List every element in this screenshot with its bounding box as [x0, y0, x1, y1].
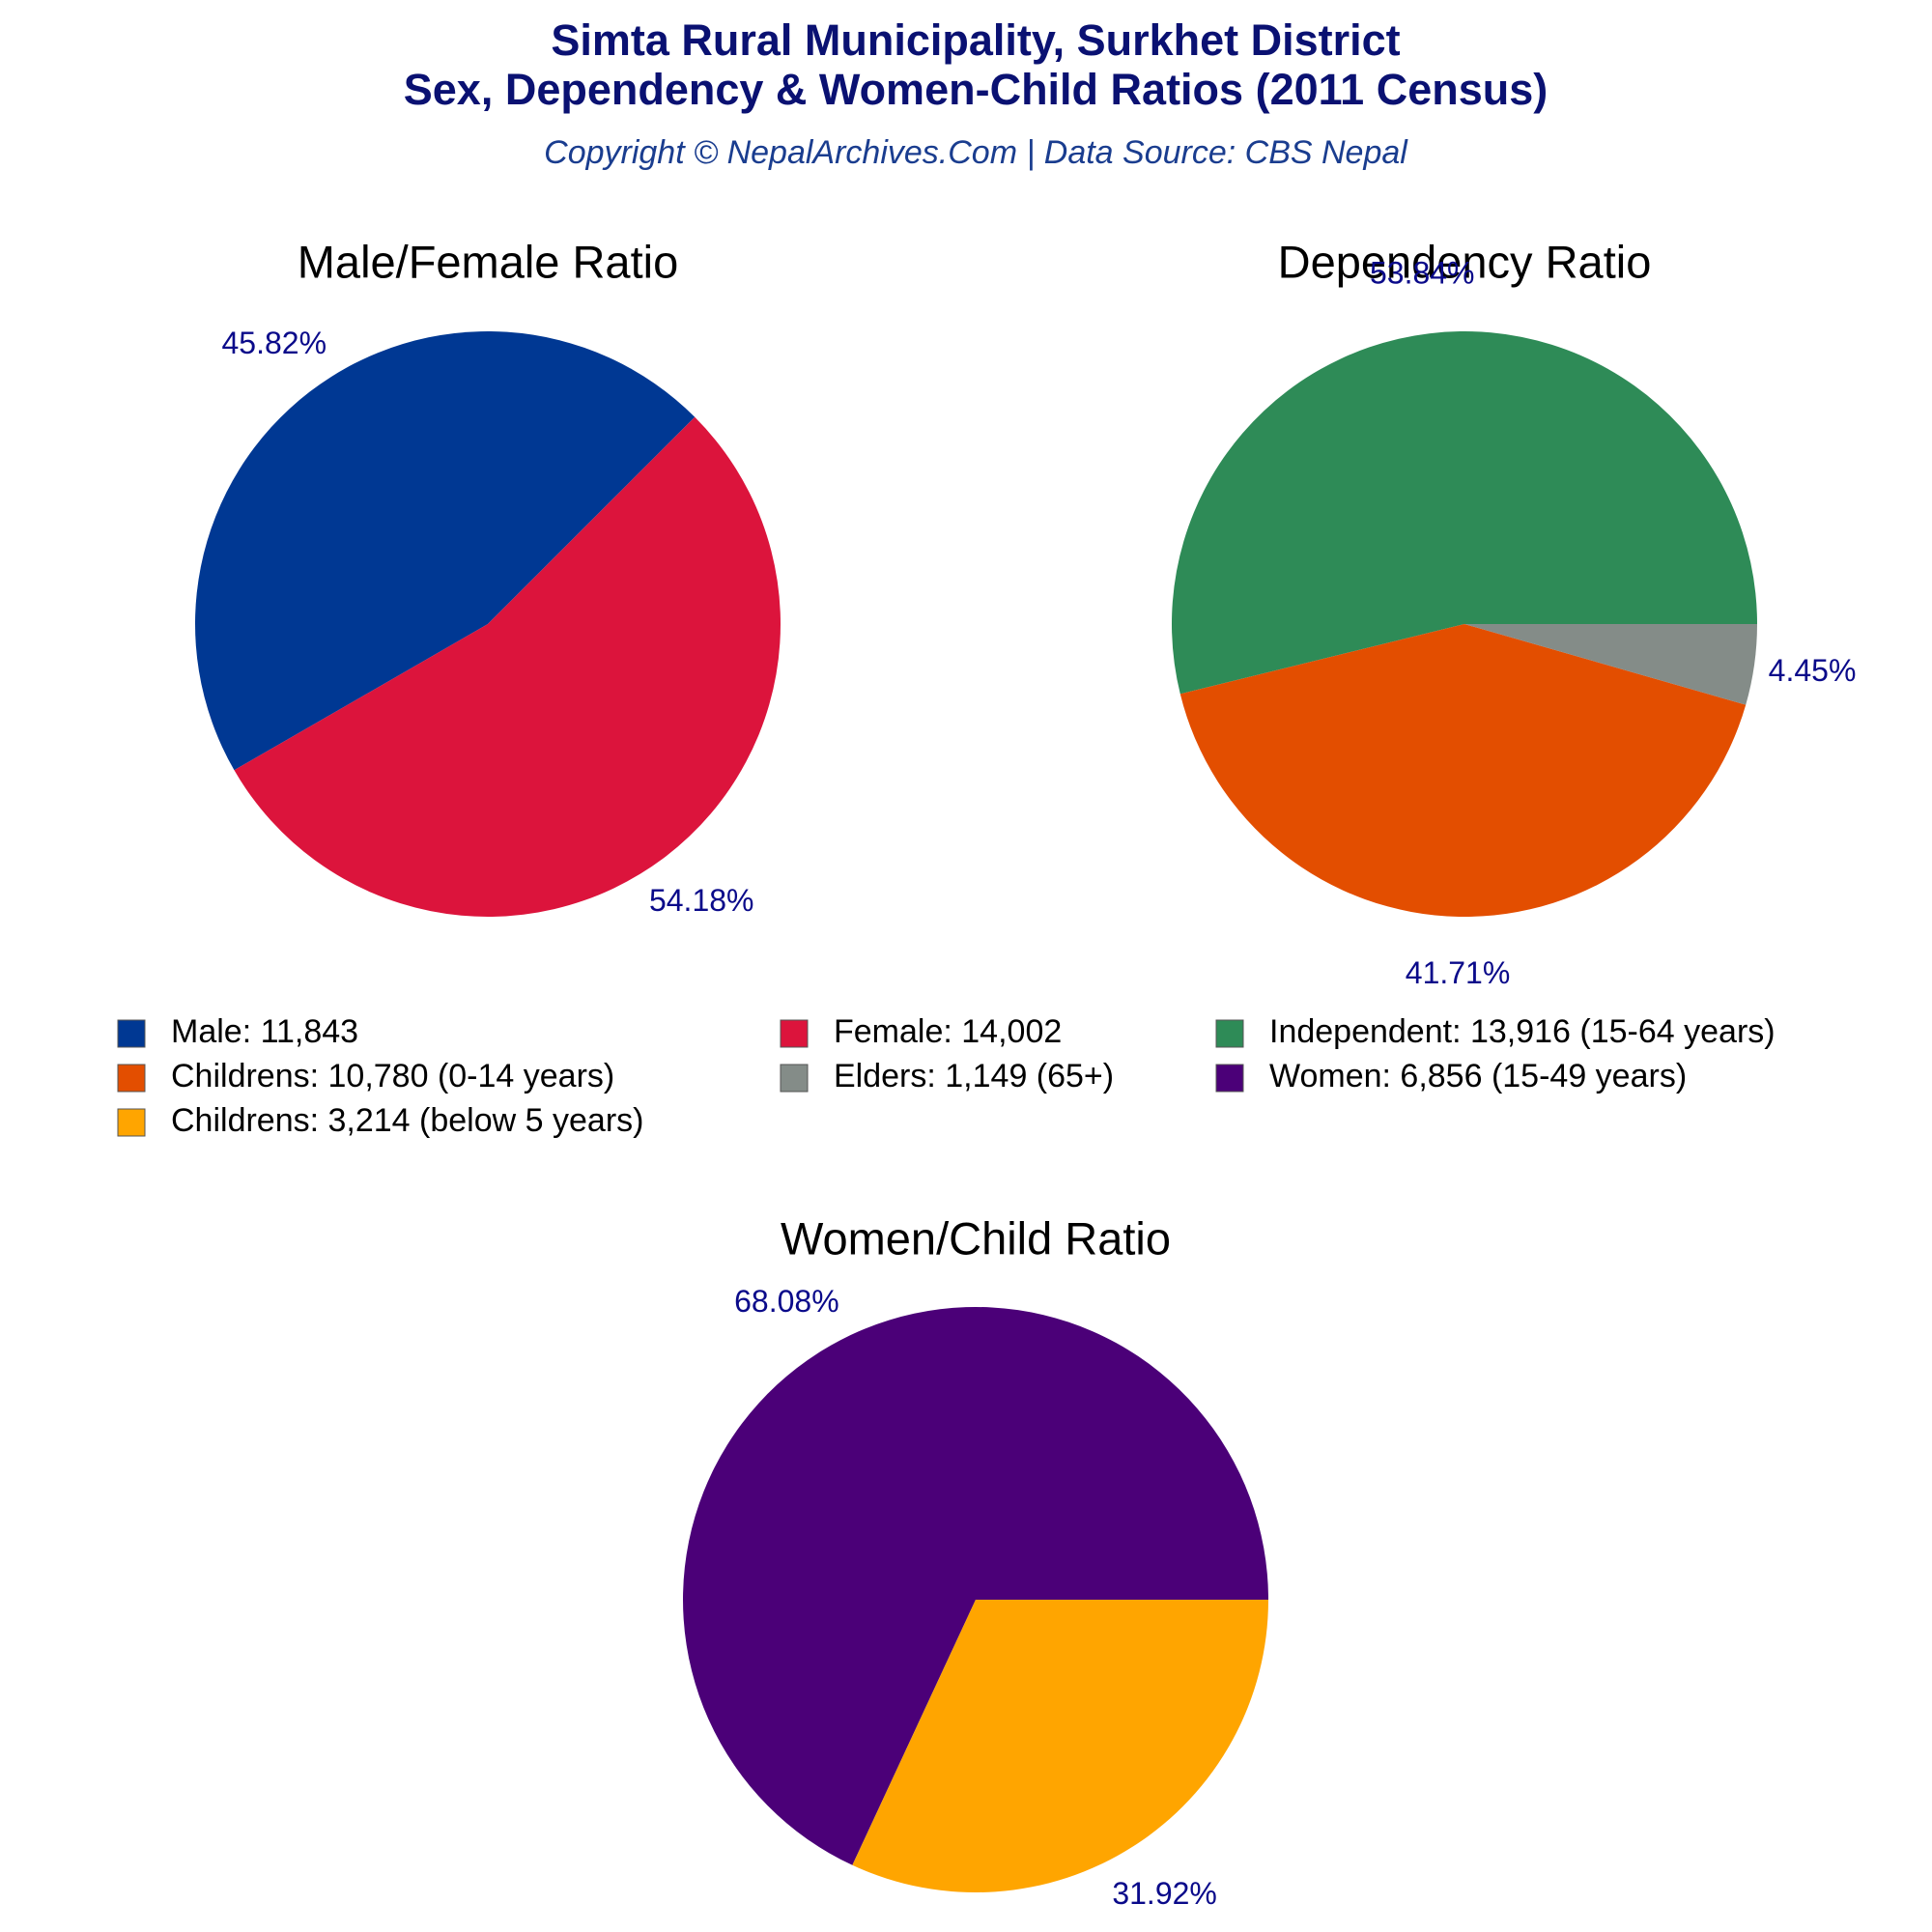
title: Simta Rural Municipality, Surkhet Distri… [551, 15, 1400, 65]
pie-slice [852, 1600, 1268, 1892]
legend-swatch [117, 1108, 146, 1137]
slice-label: 53.84% [1370, 255, 1475, 290]
pie-slice [1464, 624, 1757, 705]
legend-label: Male: 11,843 [171, 1013, 358, 1050]
pie-title: Women/Child Ratio [781, 1212, 1171, 1264]
subtitle: Copyright © NepalArchives.Com | Data Sou… [544, 134, 1408, 171]
pie-title: Male/Female Ratio [298, 236, 678, 287]
pie-slice [194, 330, 696, 771]
legend-swatch [117, 1064, 146, 1093]
legend-swatch [1215, 1019, 1244, 1048]
pie-slice [234, 416, 781, 917]
slice-label: 4.45% [1769, 653, 1857, 688]
legend-label: Childrens: 10,780 (0-14 years) [171, 1058, 614, 1094]
legend-swatch [117, 1019, 146, 1048]
slice-label: 54.18% [649, 883, 754, 918]
pie-title: Dependency Ratio [1278, 236, 1652, 287]
legend-label: Childrens: 3,214 (below 5 years) [171, 1102, 643, 1139]
slice-label: 31.92% [1112, 1876, 1217, 1911]
pie-slice [683, 1307, 1268, 1865]
legend-label: Independent: 13,916 (15-64 years) [1269, 1013, 1776, 1050]
legend-swatch [780, 1064, 809, 1093]
slice-label: 68.08% [734, 1284, 839, 1319]
title: Sex, Dependency & Women-Child Ratios (20… [404, 65, 1548, 114]
legend-swatch [780, 1019, 809, 1048]
pie-slice [1179, 624, 1747, 918]
slice-label: 45.82% [222, 326, 327, 360]
legend-swatch [1215, 1064, 1244, 1093]
pie-slice [1172, 331, 1757, 695]
slice-label: 41.71% [1406, 955, 1511, 990]
legend-label: Women: 6,856 (15-49 years) [1269, 1058, 1687, 1094]
legend-label: Elders: 1,149 (65+) [834, 1058, 1114, 1094]
legend-label: Female: 14,002 [834, 1013, 1062, 1050]
